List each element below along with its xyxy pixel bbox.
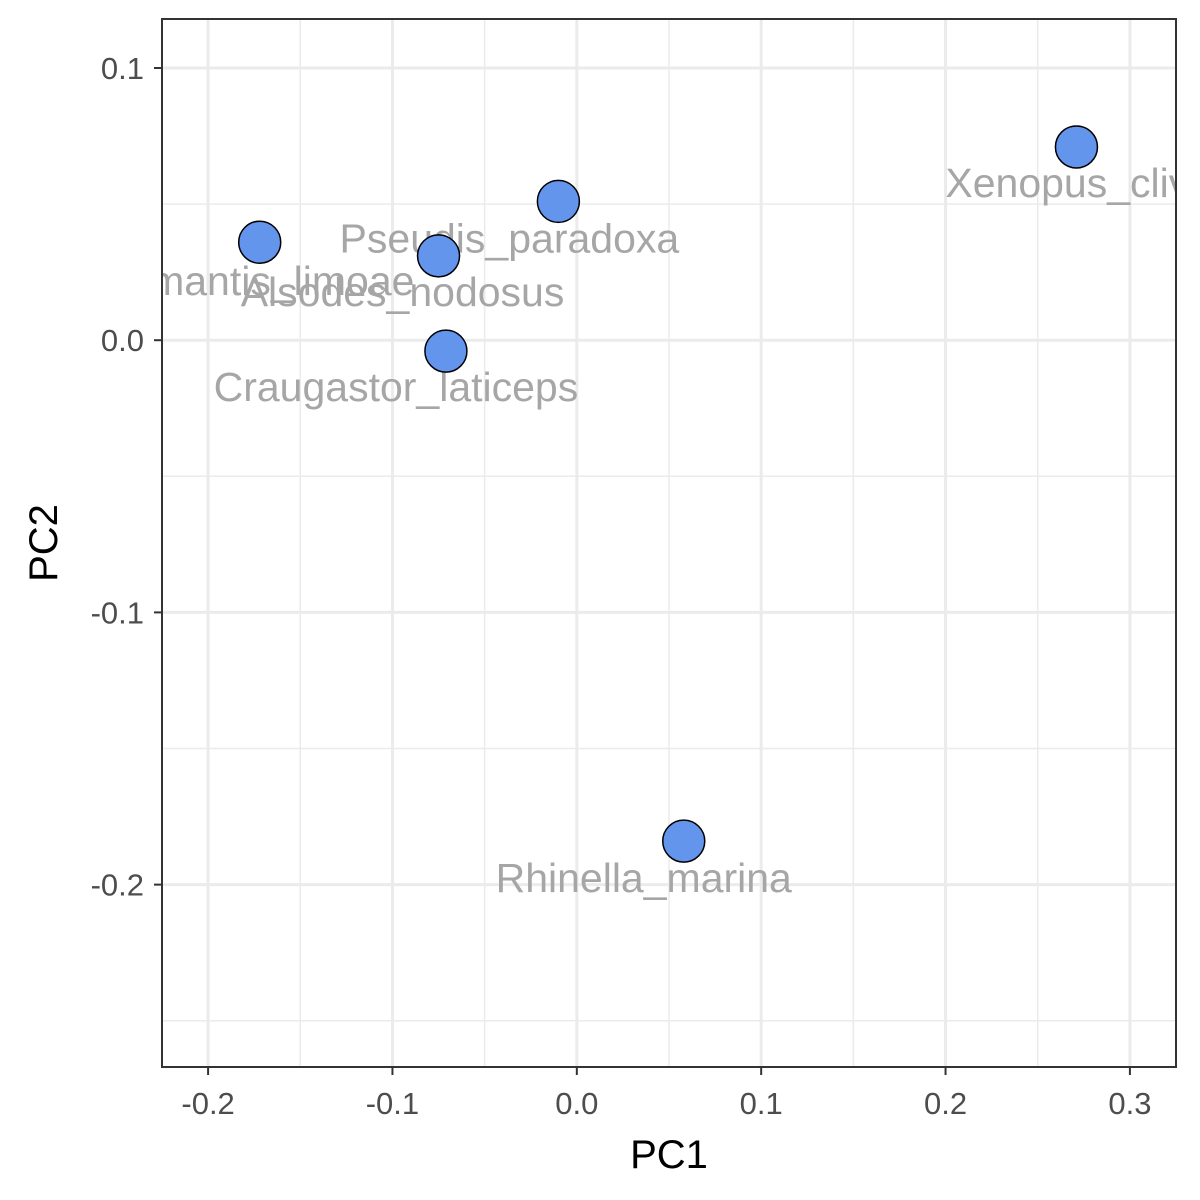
x-tick-label: -0.1 xyxy=(366,1086,419,1121)
x-tick-label: 0.2 xyxy=(924,1086,967,1121)
point-label: Pseudis_paradoxa xyxy=(340,215,680,261)
point-label: Xenopus_clivii xyxy=(945,160,1200,206)
grid-major xyxy=(162,19,1176,1067)
data-point xyxy=(536,179,581,224)
x-axis-title: PC1 xyxy=(630,1133,708,1177)
y-axis-ticks: -0.2 -0.1 0.0 0.1 xyxy=(91,51,162,903)
data-point xyxy=(1054,125,1099,169)
y-axis-title: PC2 xyxy=(22,504,66,582)
point-label: Rhinella_marina xyxy=(496,855,792,901)
x-tick-label: 0.1 xyxy=(740,1086,783,1121)
x-axis-ticks: -0.2 -0.1 0.0 0.1 0.2 0.3 xyxy=(181,1067,1151,1121)
data-point xyxy=(661,819,706,863)
y-tick-label: 0.1 xyxy=(101,51,144,86)
y-tick-label: -0.2 xyxy=(91,868,144,903)
data-point xyxy=(237,220,282,264)
y-tick-label: 0.0 xyxy=(101,323,144,358)
data-point xyxy=(424,329,468,373)
grid-minor xyxy=(162,19,1176,1067)
data-points xyxy=(237,125,1099,863)
y-tick-label: -0.1 xyxy=(91,595,144,630)
panel-border xyxy=(161,18,1177,1068)
point-labels: Xenopus_clivii Pseudis_paradoxaPristimant… xyxy=(59,160,1200,901)
x-tick-label: -0.2 xyxy=(181,1086,234,1121)
x-tick-label: 0.3 xyxy=(1108,1086,1151,1121)
x-tick-label: 0.0 xyxy=(555,1086,598,1121)
data-point xyxy=(416,234,461,278)
point-label: Pristimantis_limoae xyxy=(59,258,414,304)
point-label: Craugastor_laticeps xyxy=(214,364,579,410)
point-label: Alsodes_nodosus xyxy=(241,269,565,315)
